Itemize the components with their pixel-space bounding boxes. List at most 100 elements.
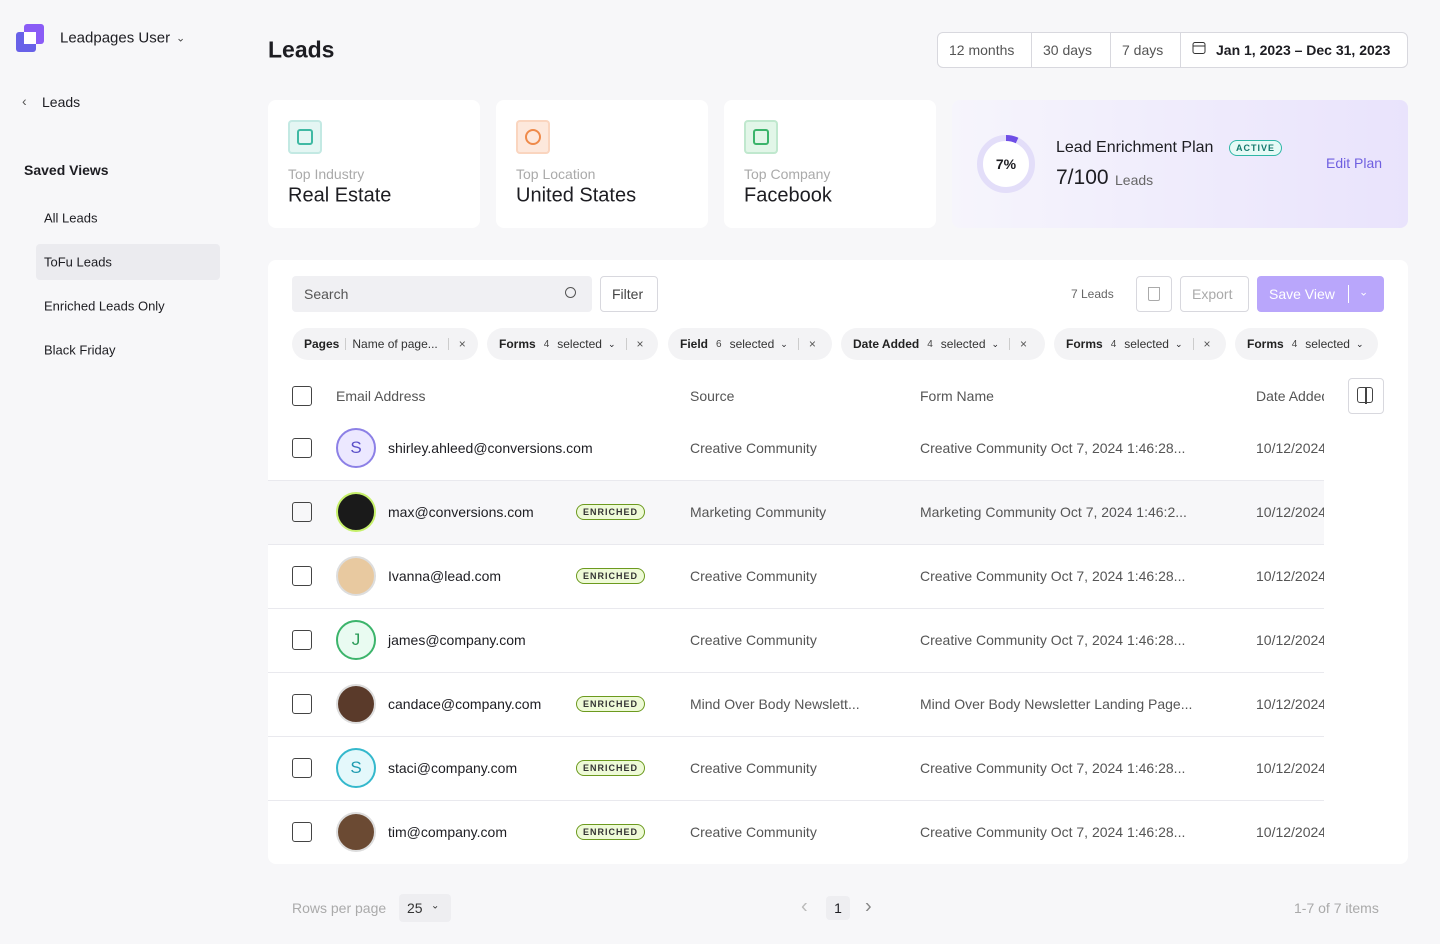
lead-email[interactable]: james@company.com — [388, 632, 526, 648]
avatar — [336, 556, 376, 596]
filter-chip[interactable]: Forms 4 selected ⌄ × — [1054, 328, 1226, 360]
row-checkbox[interactable] — [292, 566, 312, 586]
header-checkbox[interactable] — [292, 386, 312, 406]
saved-view[interactable]: Enriched Leads Only — [44, 298, 165, 314]
lead-source: Creative Community — [690, 440, 817, 456]
row-divider — [268, 672, 1324, 673]
back-link[interactable]: Leads — [42, 94, 81, 110]
export-button[interactable] — [1180, 276, 1249, 312]
enriched-badge: ENRICHED — [576, 696, 646, 712]
chip-value: Name of page... — [352, 337, 438, 351]
ring — [977, 135, 1035, 193]
plan-count: 7/100 — [1056, 166, 1109, 189]
filter-button[interactable] — [600, 276, 658, 312]
lead-form: Creative Community Oct 7, 2024 1:46:28..… — [920, 824, 1186, 840]
plan-count-unit: Leads — [1115, 172, 1154, 188]
lead-source: Creative Community — [690, 760, 817, 776]
filter-chip[interactable]: Forms 4 selected ⌄ — [1235, 328, 1378, 360]
stat-icon — [288, 120, 322, 154]
row-checkbox[interactable] — [292, 694, 312, 714]
current-page[interactable]: 1 — [834, 900, 842, 916]
range-option[interactable]: 30 days — [1043, 42, 1093, 58]
delete-button[interactable] — [1136, 276, 1172, 312]
edit-plan[interactable]: Edit Plan — [1326, 155, 1383, 171]
saved-view[interactable]: Black Friday — [44, 342, 116, 358]
date-range[interactable]: Jan 1, 2023 – Dec 31, 2023 — [1216, 42, 1391, 58]
stat-value: United States — [516, 184, 637, 207]
logo — [16, 24, 44, 52]
lead-email[interactable]: Ivanna@lead.com — [388, 568, 502, 584]
user-name[interactable]: Leadpages User — [60, 29, 171, 47]
chip-value: selected — [557, 337, 602, 351]
chip-value: selected — [729, 337, 775, 351]
row-divider — [268, 608, 1324, 609]
column-header: Date Added — [1256, 388, 1324, 404]
search-box[interactable] — [292, 276, 592, 312]
stat-icon-glyph — [297, 129, 313, 145]
active-view-bg — [36, 244, 220, 280]
lead-date: 10/12/2024 — [1256, 568, 1324, 584]
saved-view[interactable]: All Leads — [44, 210, 98, 226]
range-divider — [1110, 33, 1111, 67]
chip-value: selected — [1124, 337, 1169, 351]
logo-icon — [16, 24, 44, 52]
filter-chip[interactable]: Pages Name of page... × — [292, 328, 478, 360]
enriched-badge: ENRICHED — [576, 504, 646, 520]
stat-icon-glyph — [525, 129, 541, 145]
ring-progress — [977, 135, 1035, 193]
lead-email[interactable]: candace@company.com — [388, 696, 542, 712]
table-card — [268, 260, 1408, 864]
stat-label: Top Company — [744, 166, 831, 182]
row-checkbox[interactable] — [292, 438, 312, 458]
enriched-badge: ENRICHED — [576, 568, 646, 584]
row-checkbox[interactable] — [292, 502, 312, 522]
rows-select[interactable] — [399, 894, 451, 922]
stat-icon-glyph — [753, 129, 769, 145]
chip-name: Forms — [1247, 337, 1284, 351]
avatar — [336, 812, 376, 852]
row-divider — [268, 800, 1324, 801]
chip-caret: ⌄ — [780, 338, 788, 349]
row-hover-bg — [268, 480, 1324, 544]
chip-divider — [1009, 338, 1011, 350]
chip-remove: × — [458, 337, 466, 351]
saved-views-title: Saved Views — [24, 162, 109, 178]
save-divider — [1348, 285, 1349, 303]
range-option[interactable]: 7 days — [1122, 42, 1164, 58]
range-divider — [1180, 33, 1181, 67]
column-toggle[interactable] — [1348, 378, 1384, 414]
enriched-badge: ENRICHED — [576, 760, 646, 776]
row-checkbox[interactable] — [292, 758, 312, 778]
lead-date: 10/12/2024 — [1256, 504, 1324, 520]
filter-chip[interactable]: Forms 4 selected ⌄ × — [487, 328, 658, 360]
back-arrow: ‹ — [22, 93, 27, 109]
row-checkbox[interactable] — [292, 822, 312, 842]
chip-count: 4 — [1110, 338, 1117, 350]
stat-value: Facebook — [744, 184, 832, 207]
chip-count: 4 — [543, 338, 550, 350]
prev-page[interactable]: ‹ — [801, 895, 808, 918]
lead-email[interactable]: shirley.ahleed@conversions.com — [388, 440, 593, 456]
enriched-badge: ENRICHED — [576, 824, 646, 840]
next-page[interactable]: › — [865, 895, 872, 918]
save-view-button[interactable] — [1257, 276, 1384, 312]
chip-remove: × — [808, 337, 816, 351]
stat-label: Top Location — [516, 166, 596, 182]
chip-remove: × — [1020, 337, 1028, 351]
lead-email[interactable]: max@conversions.com — [388, 504, 534, 520]
chip-divider — [345, 338, 347, 350]
save-caret: ⌄ — [1359, 286, 1369, 299]
avatar — [336, 748, 376, 788]
lead-count: 7 Leads — [1071, 287, 1114, 301]
lead-email[interactable]: staci@company.com — [388, 760, 518, 776]
saved-view[interactable]: ToFu Leads — [44, 254, 112, 270]
row-checkbox[interactable] — [292, 630, 312, 650]
export-label: Export — [1192, 286, 1233, 302]
filter-chip[interactable]: Date Added 4 selected ⌄ × — [841, 328, 1045, 360]
chip-caret: ⌄ — [991, 338, 1000, 349]
chip-value: selected — [940, 337, 986, 351]
lead-email[interactable]: tim@company.com — [388, 824, 507, 840]
range-option[interactable]: 12 months — [949, 42, 1015, 58]
filter-chip[interactable]: Field 6 selected ⌄ × — [668, 328, 832, 360]
lead-date: 10/12/2024 — [1256, 440, 1324, 456]
